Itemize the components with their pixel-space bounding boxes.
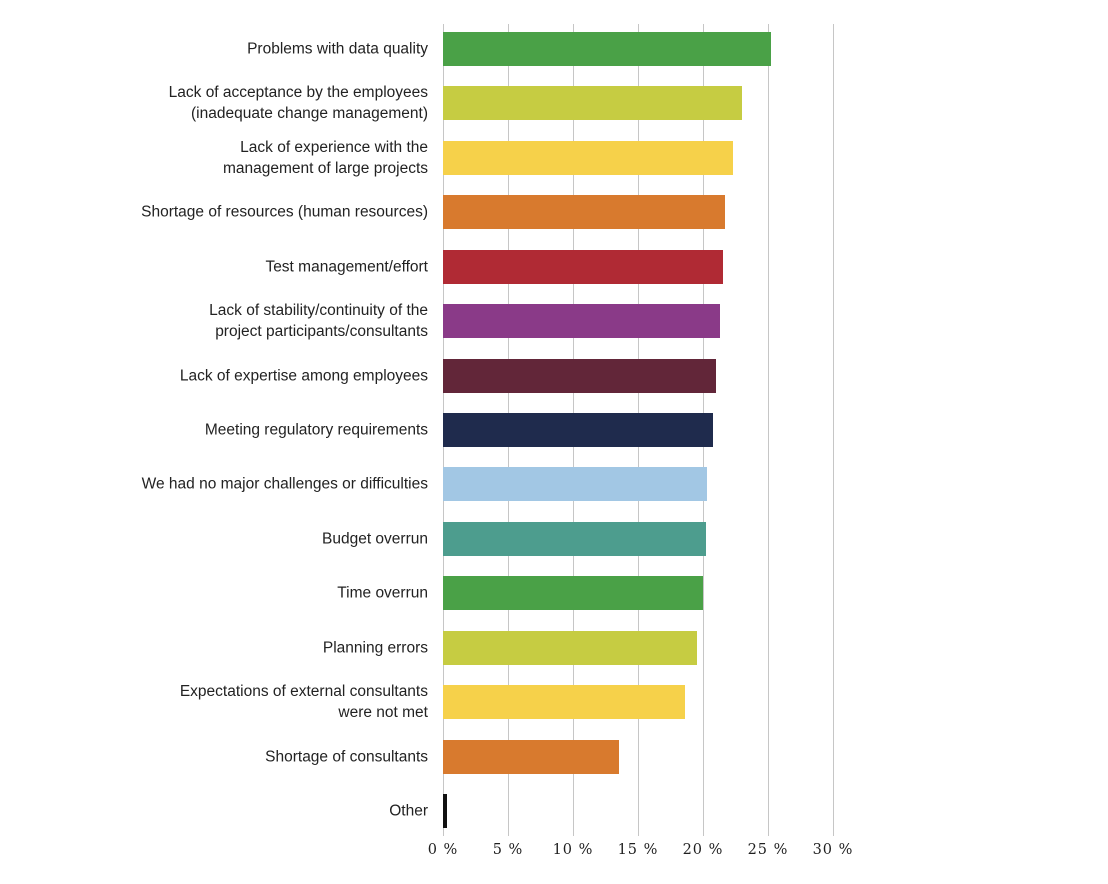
bar [443,630,697,665]
category-label: Time overrun [337,584,428,602]
category-label: Test management/effort [265,258,428,276]
category-label: Expectations of external consultants wer… [179,683,428,722]
category-label: Problems with data quality [247,40,428,58]
bar [443,304,720,339]
bar [443,86,742,121]
bar [443,794,447,829]
category-label: Lack of expertise among employees [179,367,428,385]
category-label: Shortage of consultants [265,748,428,766]
gridline [833,24,834,836]
x-tick-label: 5 % [492,842,524,858]
x-tick-label: 15 % [617,842,659,858]
category-label: Lack of stability/continuity of the proj… [209,302,428,341]
bar [443,739,619,774]
category-label: Other [389,802,428,820]
x-tick-label: 25 % [747,842,789,858]
bar [443,195,726,230]
category-label: We had no major challenges or difficulti… [141,475,428,493]
gridline [768,24,769,836]
category-label: Budget overrun [322,530,428,548]
x-tick-label: 20 % [682,842,724,858]
x-tick-label: 30 % [812,842,854,858]
bar [443,685,685,720]
category-label: Lack of acceptance by the employees (ina… [168,84,428,123]
bar [443,140,733,175]
bar [443,249,723,284]
category-label: Lack of experience with the management o… [222,138,428,177]
category-label: Shortage of resources (human resources) [141,203,428,221]
x-tick-label: 0 % [427,842,459,858]
category-label: Meeting regulatory requirements [204,421,428,439]
bar [443,521,706,556]
bar [443,32,771,66]
x-tick-label: 10 % [552,842,594,858]
category-label: Planning errors [322,639,428,657]
bar [443,467,707,502]
bar [443,576,703,611]
bar [443,413,714,447]
bar [443,358,716,393]
